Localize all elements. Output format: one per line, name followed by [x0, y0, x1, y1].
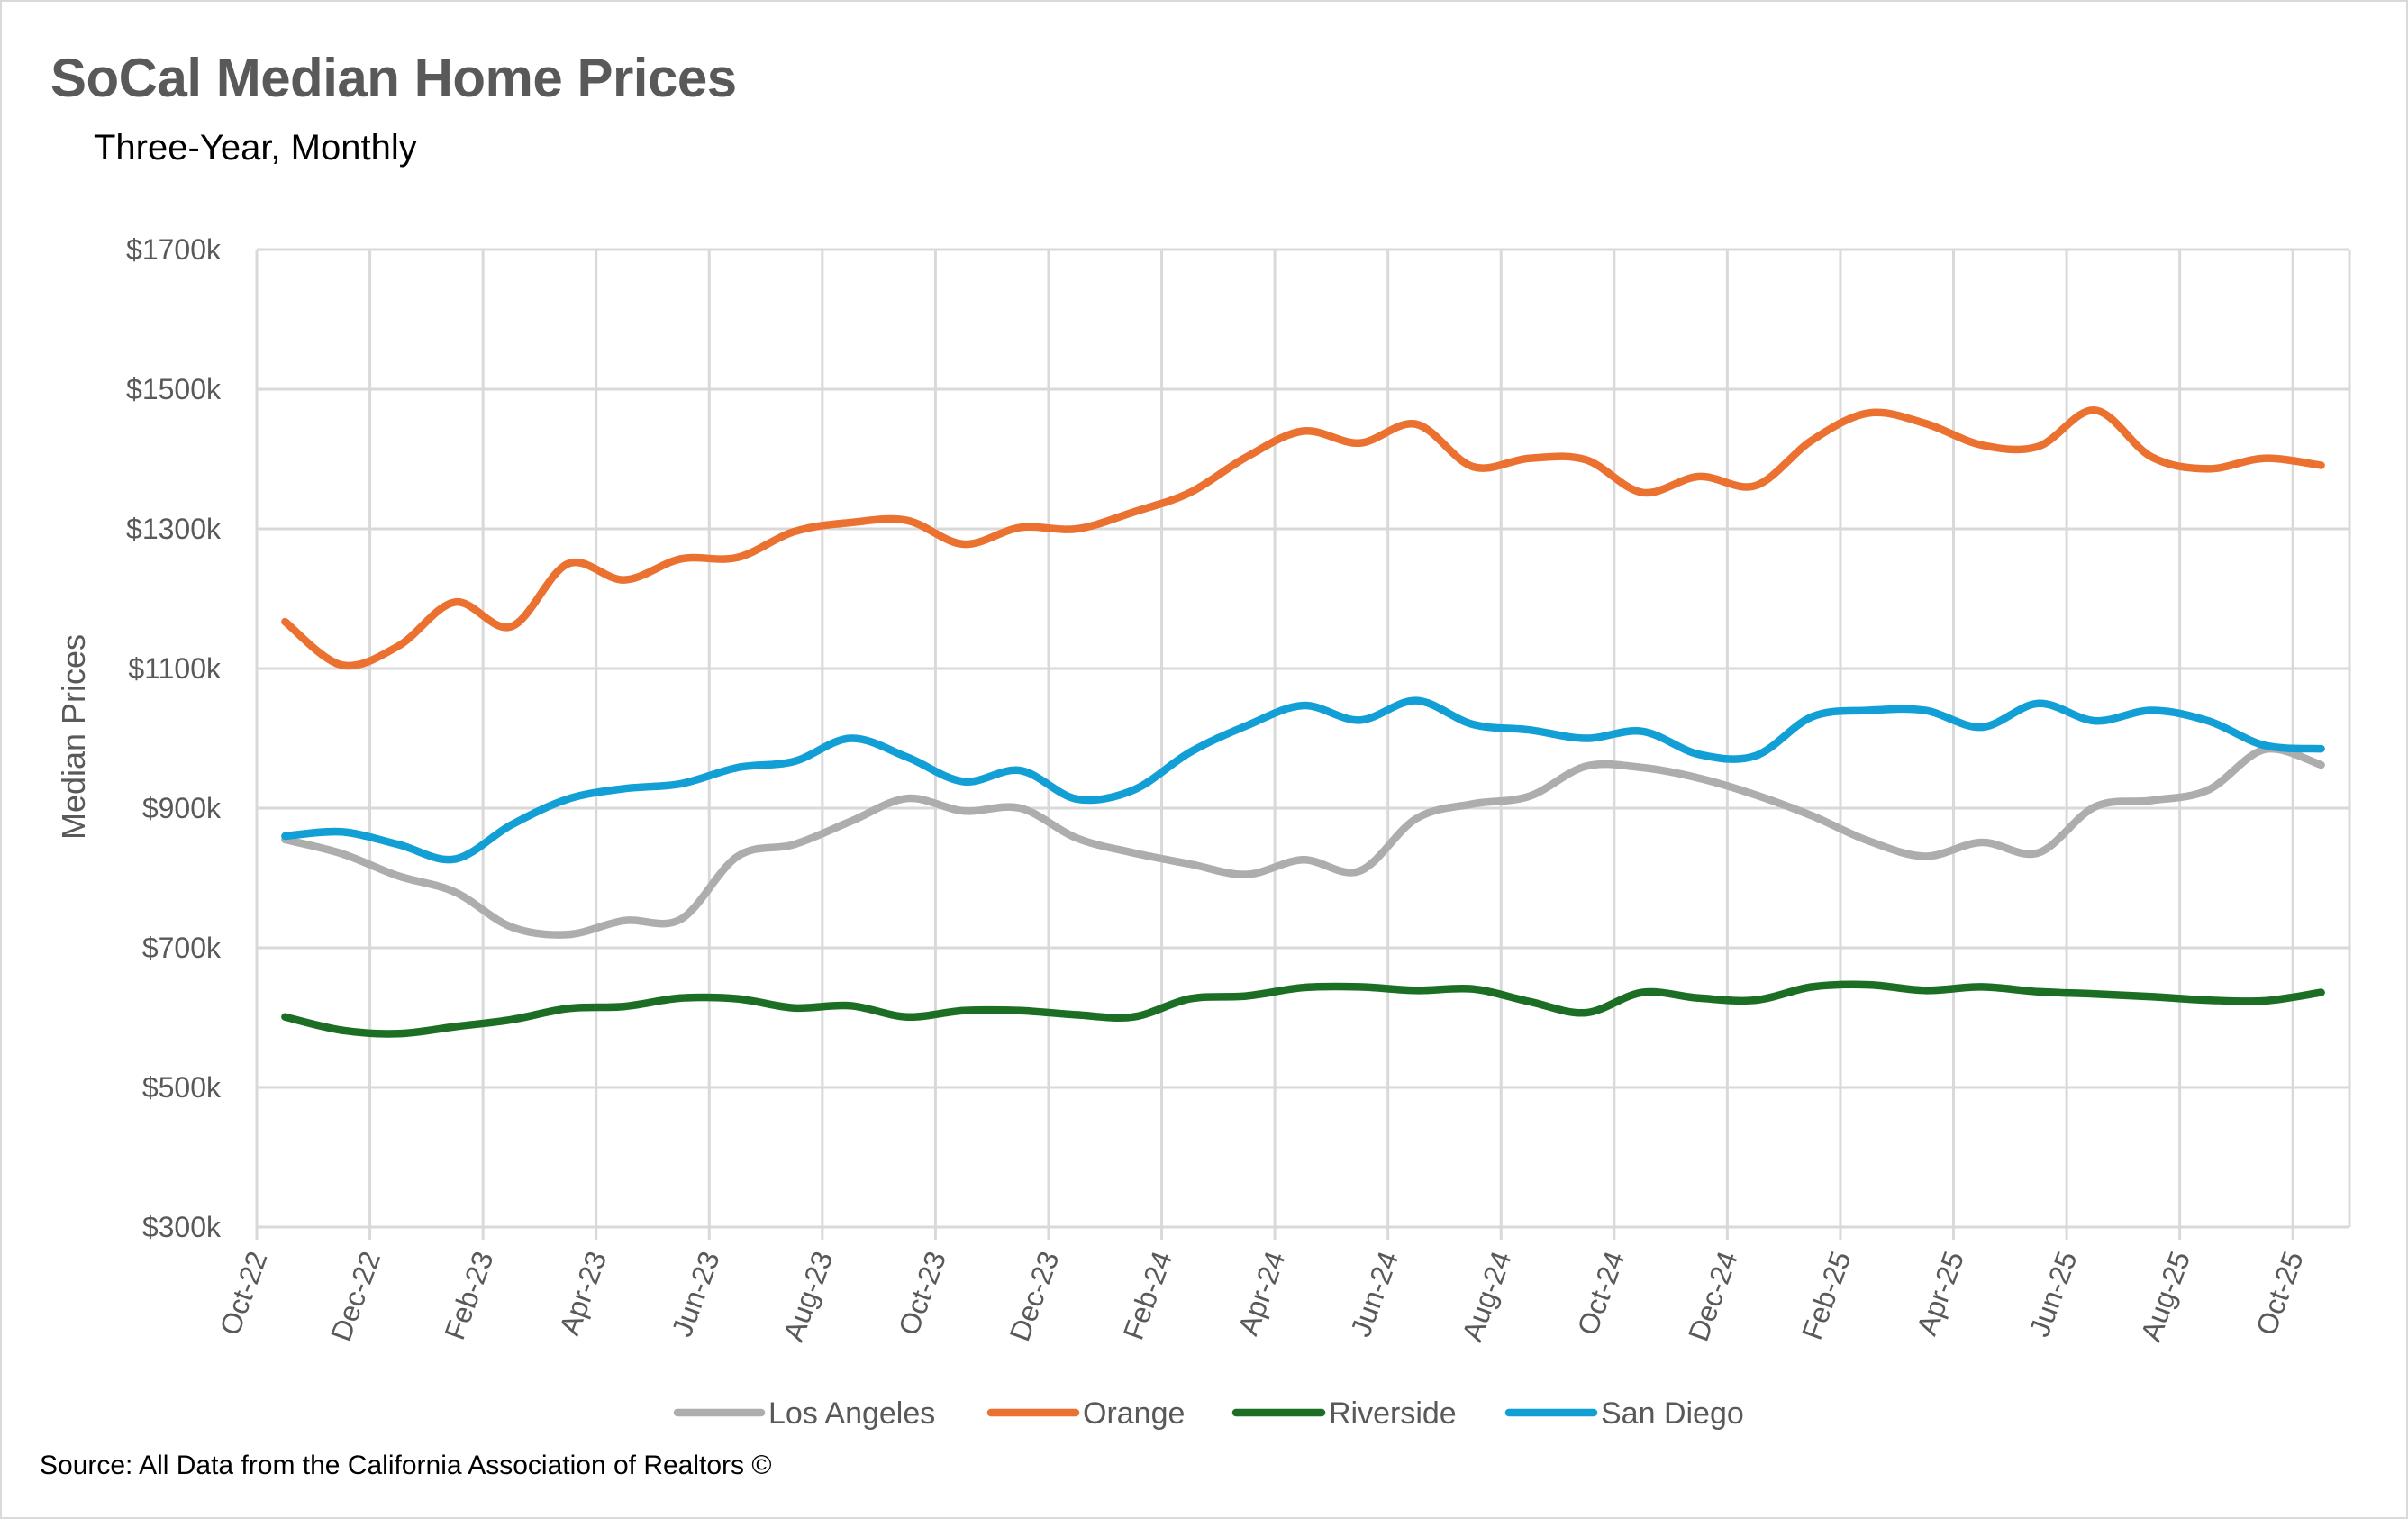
- legend-label-san-diego: San Diego: [1601, 1396, 1744, 1431]
- legend-label-los-angeles: Los Angeles: [768, 1396, 935, 1431]
- x-tick-label: Aug-24: [1456, 1247, 1518, 1345]
- series-los-angeles: [281, 744, 2325, 939]
- x-tick-label: Oct-22: [214, 1247, 274, 1340]
- x-tick-label: Oct-23: [892, 1247, 952, 1340]
- y-tick-label: $1700k: [126, 233, 222, 266]
- y-axis-title: Median Prices: [55, 634, 92, 840]
- y-tick-label: $1300k: [126, 513, 222, 545]
- series-san-diego: [281, 696, 2325, 864]
- legend-item-riverside[interactable]: Riverside: [1231, 1396, 1457, 1431]
- x-tick-label: Aug-23: [777, 1247, 839, 1345]
- legend-item-san-diego[interactable]: San Diego: [1504, 1396, 1744, 1431]
- gridlines: [255, 248, 2351, 1240]
- x-tick-label: Feb-23: [438, 1247, 500, 1344]
- x-tick-label: Aug-25: [2134, 1247, 2196, 1345]
- x-tick-label: Apr-24: [1231, 1247, 1292, 1340]
- chart-subtitle: Three-Year, Monthly: [94, 128, 417, 168]
- legend-item-orange[interactable]: Orange: [986, 1396, 1185, 1431]
- y-tick-label: $1500k: [126, 373, 222, 405]
- legend-label-orange: Orange: [1083, 1396, 1185, 1431]
- x-axis-tick-labels: Oct-22 Dec-22 Feb-23 Apr-23 Jun-23 Aug-23 Oct-…: [214, 1247, 2310, 1345]
- legend-label-riverside: Riverside: [1329, 1396, 1457, 1431]
- series-line-riverside: [281, 980, 2325, 1038]
- y-axis-tick-labels: $300k $500k $700k $900k $1100k $1300k $1500k $1…: [126, 233, 222, 1243]
- series-line-orange: [281, 406, 2325, 670]
- series-orange: [281, 406, 2325, 670]
- x-tick-label: Apr-23: [553, 1247, 613, 1340]
- series-line-los-angeles: [281, 744, 2325, 939]
- x-tick-label: Apr-25: [1910, 1247, 1970, 1340]
- series-riverside: [281, 980, 2325, 1038]
- y-tick-label: $1100k: [128, 652, 222, 685]
- x-tick-label: Dec-24: [1682, 1247, 1744, 1345]
- source-note: Source: All Data from the California Ass…: [40, 1451, 772, 1480]
- y-tick-label: $300k: [142, 1211, 222, 1243]
- x-tick-label: Oct-25: [2249, 1247, 2310, 1340]
- chart-title: SoCal Median Home Prices: [50, 48, 737, 108]
- y-tick-label: $500k: [142, 1071, 222, 1104]
- x-tick-label: Dec-22: [324, 1247, 386, 1345]
- y-tick-label: $700k: [142, 932, 222, 964]
- x-tick-label: Feb-24: [1117, 1247, 1179, 1344]
- x-tick-label: Jun-23: [666, 1247, 726, 1341]
- series-lines: [281, 406, 2325, 1038]
- x-tick-label: Oct-24: [1571, 1247, 1631, 1340]
- y-tick-label: $900k: [142, 792, 222, 824]
- x-tick-label: Jun-24: [1344, 1247, 1404, 1341]
- series-line-san-diego: [281, 696, 2325, 864]
- legend-item-los-angeles[interactable]: Los Angeles: [673, 1396, 935, 1431]
- x-tick-label: Jun-25: [2022, 1247, 2083, 1341]
- x-tick-label: Dec-23: [1003, 1247, 1065, 1345]
- x-tick-label: Feb-25: [1795, 1247, 1858, 1344]
- legend: Los Angeles Orange Riverside San Diego: [673, 1396, 1744, 1431]
